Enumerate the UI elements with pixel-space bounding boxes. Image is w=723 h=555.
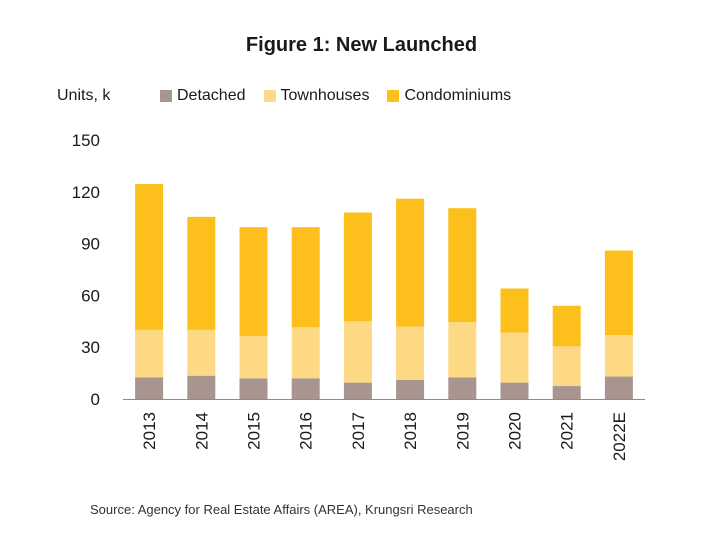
bar-condominiums-2022e <box>604 250 633 336</box>
x-tick-label: 2020 <box>506 412 525 450</box>
y-tick-label: 150 <box>72 131 100 150</box>
legend-swatch-townhouses <box>263 90 276 102</box>
x-tick-label: 2018 <box>401 412 420 450</box>
bar-condominiums-2019 <box>448 208 477 323</box>
bar-detached-2017 <box>343 382 372 399</box>
legend-swatch-condominiums <box>387 90 400 102</box>
x-tick-label: 2019 <box>453 412 472 450</box>
x-tick-label: 2016 <box>297 412 316 450</box>
bar-condominiums-2020 <box>500 288 529 333</box>
y-tick-label: 90 <box>81 235 100 254</box>
bar-condominiums-2021 <box>552 305 581 347</box>
legend-item-townhouses: Townhouses <box>263 87 370 105</box>
chart-title: Figure 1: New Launched <box>245 34 478 56</box>
x-tick-label: 2015 <box>245 412 264 450</box>
bar-townhouses-2015 <box>239 335 268 379</box>
legend-swatch-detached <box>160 90 172 102</box>
bar-condominiums-2016 <box>291 227 320 328</box>
y-tick-label: 30 <box>81 338 100 357</box>
legend-label-townhouses: Townhouses <box>280 87 370 104</box>
bar-condominiums-2018 <box>396 198 425 327</box>
bar-condominiums-2013 <box>135 184 164 330</box>
bar-detached-2018 <box>396 380 425 399</box>
bar-townhouses-2021 <box>552 346 581 387</box>
x-tick-label: 2022E <box>610 412 629 461</box>
bar-townhouses-2022e <box>604 335 633 377</box>
bar-detached-2016 <box>291 378 320 399</box>
bar-townhouses-2020 <box>500 332 529 383</box>
x-tick-label: 2017 <box>349 412 368 450</box>
source-note: Source: Agency for Real Estate Affairs (… <box>90 502 473 517</box>
x-tick-label: 2021 <box>558 412 577 450</box>
bar-townhouses-2014 <box>187 329 216 376</box>
x-tick-label: 2014 <box>192 412 211 450</box>
legend-label-detached: Detached <box>177 87 246 104</box>
y-tick-label: 0 <box>91 390 100 409</box>
y-tick-label: 120 <box>72 183 100 202</box>
bar-townhouses-2016 <box>291 327 320 379</box>
x-tick-label: 2013 <box>140 412 159 450</box>
bar-condominiums-2017 <box>343 212 372 322</box>
bar-detached-2022e <box>604 376 633 399</box>
bar-detached-2014 <box>187 375 216 399</box>
y-axis-unit-label: Units, k <box>57 87 111 104</box>
legend-label-condominiums: Condominiums <box>404 87 512 104</box>
bar-townhouses-2017 <box>343 321 372 383</box>
legend-item-detached: Detached <box>160 87 246 105</box>
bar-condominiums-2014 <box>187 216 216 330</box>
bar-condominiums-2015 <box>239 227 268 336</box>
bar-detached-2013 <box>135 377 164 399</box>
bar-detached-2019 <box>448 377 477 399</box>
bar-townhouses-2013 <box>135 329 164 378</box>
legend-item-condominiums: Condominiums <box>387 87 511 105</box>
bar-townhouses-2019 <box>448 322 477 378</box>
legend: Detached Townhouses Condominiums <box>160 87 529 105</box>
y-tick-label: 60 <box>81 286 100 305</box>
bar-townhouses-2018 <box>396 326 425 381</box>
bar-detached-2020 <box>500 382 529 399</box>
bar-detached-2015 <box>239 378 268 399</box>
bar-detached-2021 <box>552 386 581 399</box>
